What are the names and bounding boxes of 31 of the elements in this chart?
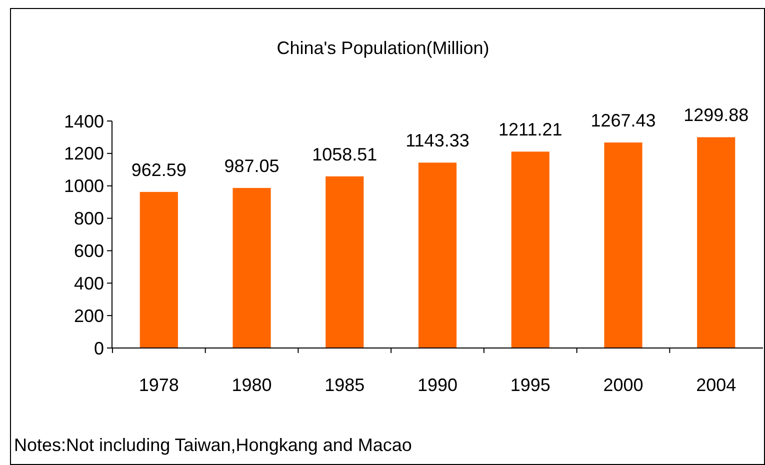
y-tick-label: 200 [74, 306, 104, 326]
x-tick-label: 1990 [417, 375, 458, 395]
data-label: 1299.88 [684, 105, 749, 126]
y-tick-label: 1000 [64, 176, 104, 196]
data-label: 1267.43 [590, 110, 656, 130]
y-tick-label: 400 [74, 273, 104, 294]
bar [140, 192, 178, 348]
x-tick-label: 2004 [696, 375, 736, 395]
data-label: 962.59 [131, 160, 186, 180]
bar [326, 176, 364, 348]
y-tick-label: 600 [74, 241, 104, 262]
bar [418, 162, 457, 348]
y-tick-label: 0 [94, 338, 104, 358]
x-tick-label: 1985 [324, 375, 365, 395]
y-tick-label: 1400 [64, 111, 104, 132]
data-label: 1211.21 [498, 120, 562, 140]
text: Notes:Not including Taiwan,Hongkang and Macao [14, 435, 412, 455]
x-tick-label: 1980 [232, 375, 272, 395]
bar [604, 142, 642, 348]
x-tick-label: 2000 [603, 375, 644, 395]
data-label: 1143.33 [406, 130, 470, 151]
y-tick-label: 800 [74, 208, 104, 229]
x-tick-label: 1995 [510, 375, 550, 395]
data-label: 1058.51 [312, 144, 378, 164]
chart-title: China's Population(Million) [276, 38, 490, 58]
data-label: 987.05 [224, 156, 280, 176]
bar [232, 188, 271, 348]
x-tick-label: 1978 [138, 375, 179, 395]
y-tick-label: 1200 [64, 144, 104, 164]
bar [697, 137, 736, 348]
bar [511, 152, 550, 348]
